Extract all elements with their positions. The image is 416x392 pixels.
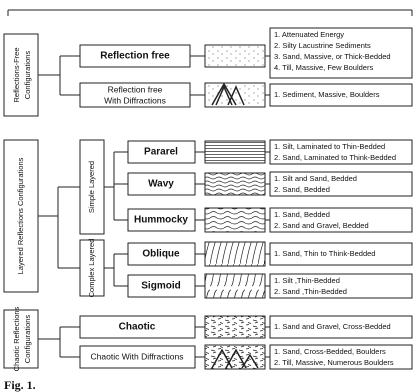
description: 2. Till, Massive, Numerous Boulders bbox=[274, 358, 394, 367]
description: 4. Till, Massive, Few Boulders bbox=[274, 63, 373, 72]
group-chaotic: Chaotic Reflections Configurations Chaot… bbox=[3, 306, 413, 371]
description: 1. Sand, Cross-Bedded, Boulders bbox=[274, 347, 386, 356]
group-label: Chaotic Reflections bbox=[12, 306, 21, 371]
description: 1. Silt ,Thin-Bedded bbox=[274, 276, 340, 285]
description: 2. Silty Lacustrine Sediments bbox=[274, 41, 371, 50]
description: 1. Silt, Laminated to Thin-Bedded bbox=[274, 142, 385, 151]
caption: Fig. 1. bbox=[4, 378, 36, 392]
item-label: Reflection free bbox=[108, 84, 163, 94]
top-bracket bbox=[7, 9, 413, 16]
group-label: Layered Reflections Configurations bbox=[16, 157, 25, 274]
description: 2. Sand, Bedded bbox=[274, 185, 330, 194]
item-label: Chaotic With Diffractions bbox=[91, 351, 184, 361]
subgroup-label: Complex Layered bbox=[87, 239, 96, 298]
group-label: Configurations bbox=[23, 51, 32, 100]
item-label: Hummocky bbox=[134, 215, 188, 226]
item-label: Oblique bbox=[142, 249, 180, 260]
description: 2. Sand, Laminated to Think-Bedded bbox=[274, 153, 396, 162]
description: 2. Sand and Gravel, Bedded bbox=[274, 221, 369, 230]
description: 1. Sand, Bedded bbox=[274, 210, 330, 219]
group-reflection-free: Reflections-Free Configurations Reflecti… bbox=[3, 27, 413, 117]
group-label: Reflections-Free bbox=[12, 47, 21, 102]
group-label: Configurations bbox=[23, 315, 32, 364]
item-label: Reflection free bbox=[100, 51, 170, 62]
description: 2. Sand ,Thin-Bedded bbox=[274, 287, 347, 296]
item-label: Chaotic bbox=[119, 322, 156, 333]
subgroup-label: Simple Layered bbox=[87, 161, 96, 213]
description: 1. Sediment, Massive, Boulders bbox=[274, 90, 380, 99]
item-label: With Diffractions bbox=[104, 95, 166, 105]
description: 3. Sand, Massive, or Thick-Bedded bbox=[274, 52, 391, 61]
description: 1. Sand, Thin to Think-Bedded bbox=[274, 249, 375, 258]
description: 1. Attenuated Energy bbox=[274, 30, 344, 39]
item-label: Pararel bbox=[144, 147, 178, 158]
group-layered: Layered Reflections Configurations Simpl… bbox=[3, 139, 413, 299]
item-label: Sigmoid bbox=[141, 281, 180, 292]
description: 1. Silt and Sand, Bedded bbox=[274, 174, 357, 183]
description: 1. Sand and Gravel, Cross-Bedded bbox=[274, 322, 391, 331]
item-label: Wavy bbox=[148, 179, 174, 190]
